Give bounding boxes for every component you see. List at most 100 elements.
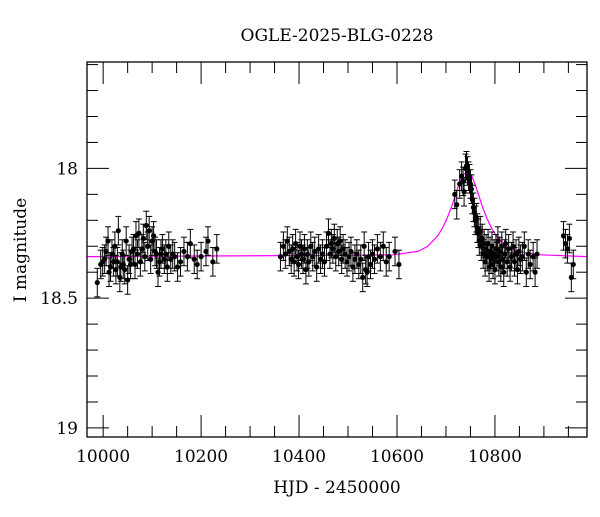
point-marker (132, 261, 138, 268)
point-marker (112, 243, 118, 249)
point-marker (392, 248, 398, 255)
point-marker (367, 261, 374, 268)
x-axis-label: HJD - 2450000 (273, 478, 401, 498)
point-marker (358, 256, 364, 262)
point-marker (308, 243, 314, 249)
point-marker (377, 254, 383, 260)
point-marker (521, 243, 527, 249)
point-marker (380, 243, 386, 249)
point-marker (174, 264, 181, 270)
data-point (146, 215, 153, 246)
point-marker (184, 254, 190, 260)
point-marker (172, 254, 178, 260)
data-point (134, 239, 141, 269)
data-point (184, 241, 191, 272)
point-marker (371, 256, 378, 262)
point-marker (317, 256, 324, 262)
data-point (374, 234, 381, 264)
point-marker (119, 251, 125, 257)
data-point (514, 254, 521, 285)
data-point (147, 244, 154, 275)
data-point (383, 247, 390, 277)
point-marker (310, 254, 316, 260)
data-point (319, 239, 326, 269)
data-point (123, 226, 130, 256)
x-tick-label: 10000 (76, 447, 130, 467)
data-point (132, 221, 139, 251)
point-marker (319, 251, 326, 257)
point-marker (194, 261, 200, 268)
data-point (521, 231, 528, 262)
data-point (392, 236, 399, 267)
point-marker (468, 186, 475, 192)
data-point (191, 244, 198, 275)
point-marker (94, 279, 100, 286)
point-marker (140, 235, 146, 242)
point-marker (191, 256, 197, 262)
point-marker (514, 267, 521, 273)
point-marker (295, 261, 302, 268)
point-marker (187, 241, 193, 247)
data-point (365, 241, 372, 272)
point-marker (210, 259, 216, 265)
point-marker (114, 259, 120, 265)
point-marker (461, 189, 467, 195)
point-marker (534, 251, 540, 257)
point-marker (134, 251, 141, 257)
data-point (453, 189, 460, 220)
point-marker (346, 254, 352, 260)
y-axis-label: I magnitude (11, 198, 31, 302)
data-point (395, 249, 402, 280)
data-point (209, 247, 216, 277)
data-point (325, 218, 332, 249)
point-marker (352, 256, 358, 262)
point-marker (342, 251, 348, 257)
chart-title: OGLE-2025-BLG-0228 (241, 26, 434, 46)
data-point (532, 257, 539, 287)
data-point (204, 226, 211, 256)
data-point (280, 231, 287, 262)
plot-frame (86, 61, 588, 438)
point-marker (148, 256, 154, 262)
point-marker (527, 261, 533, 268)
point-marker (369, 251, 376, 257)
point-marker (159, 246, 166, 252)
x-tick-label: 10600 (370, 447, 424, 467)
point-marker (452, 191, 458, 197)
point-marker (374, 246, 381, 252)
x-tick-label: 10200 (174, 447, 228, 467)
data-point (292, 228, 299, 259)
x-tick-label: 10400 (272, 447, 326, 467)
point-marker (203, 248, 209, 255)
data-point (141, 241, 148, 272)
data-point (169, 239, 176, 269)
point-marker (123, 238, 129, 244)
data-point (291, 247, 298, 277)
point-marker (502, 251, 508, 257)
point-marker (177, 259, 184, 265)
point-marker (562, 241, 569, 247)
axis-tick-labels: 10000 10200 10400 10600 10800 18 18.5 19 (40, 159, 522, 467)
data-point (213, 234, 220, 264)
point-marker (564, 246, 571, 252)
point-marker (316, 246, 322, 252)
data-point (187, 228, 194, 259)
point-marker (361, 243, 367, 249)
data-point (159, 234, 166, 264)
point-marker (164, 264, 170, 270)
point-marker (205, 238, 211, 244)
data-point (377, 241, 384, 272)
point-marker (198, 254, 204, 260)
data-point (527, 249, 534, 280)
point-marker (136, 230, 142, 236)
point-marker (331, 235, 337, 242)
data-point (180, 236, 187, 267)
data-point (150, 221, 157, 251)
data-point (371, 244, 378, 275)
data-point (115, 215, 122, 246)
point-marker (454, 202, 460, 208)
point-marker (460, 178, 466, 184)
point-marker (314, 264, 320, 270)
point-marker (501, 269, 507, 275)
